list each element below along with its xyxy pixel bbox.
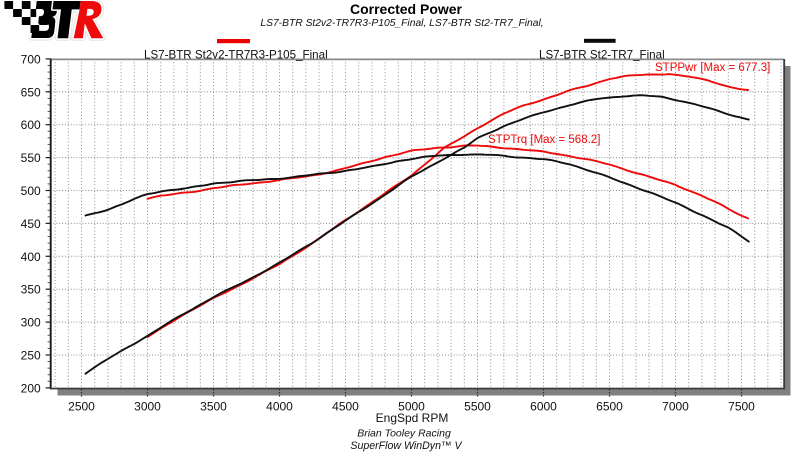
svg-text:LS7-BTR St2v2-TR7R3-P105_Final: LS7-BTR St2v2-TR7R3-P105_Final, LS7-BTR … [260,18,543,29]
svg-text:300: 300 [21,316,41,330]
svg-text:600: 600 [21,118,41,132]
svg-text:650: 650 [21,85,41,99]
svg-text:LS7-BTR St2v2-TR7R3-P105_Final: LS7-BTR St2v2-TR7R3-P105_Final [144,48,328,61]
svg-text:5500: 5500 [464,400,491,414]
svg-text:400: 400 [21,250,41,264]
svg-text:LS7-BTR St2-TR7_Final: LS7-BTR St2-TR7_Final [539,48,665,61]
svg-text:6000: 6000 [530,400,557,414]
svg-text:4500: 4500 [332,400,359,414]
svg-text:5000: 5000 [398,400,425,414]
svg-text:7500: 7500 [728,400,755,414]
svg-text:Brian Tooley Racing: Brian Tooley Racing [357,428,451,440]
svg-text:700: 700 [21,52,41,66]
svg-text:EngSpd RPM: EngSpd RPM [376,411,449,425]
svg-text:4000: 4000 [266,400,293,414]
svg-text:Corrected Power: Corrected Power [350,1,463,17]
svg-text:SuperFlow WinDyn™ V: SuperFlow WinDyn™ V [350,440,462,452]
svg-text:2500: 2500 [68,400,95,414]
svg-text:3500: 3500 [200,400,227,414]
svg-text:250: 250 [21,349,41,363]
svg-text:3000: 3000 [134,400,161,414]
svg-text:200: 200 [21,381,41,395]
svg-text:550: 550 [21,151,41,165]
svg-text:7000: 7000 [662,400,689,414]
svg-text:STPPwr [Max = 677.3]: STPPwr [Max = 677.3] [655,62,770,74]
svg-text:6500: 6500 [596,400,623,414]
svg-text:350: 350 [21,283,41,297]
svg-text:500: 500 [21,184,41,198]
svg-text:450: 450 [21,217,41,231]
svg-text:STPTrq [Max = 568.2]: STPTrq [Max = 568.2] [488,134,600,146]
